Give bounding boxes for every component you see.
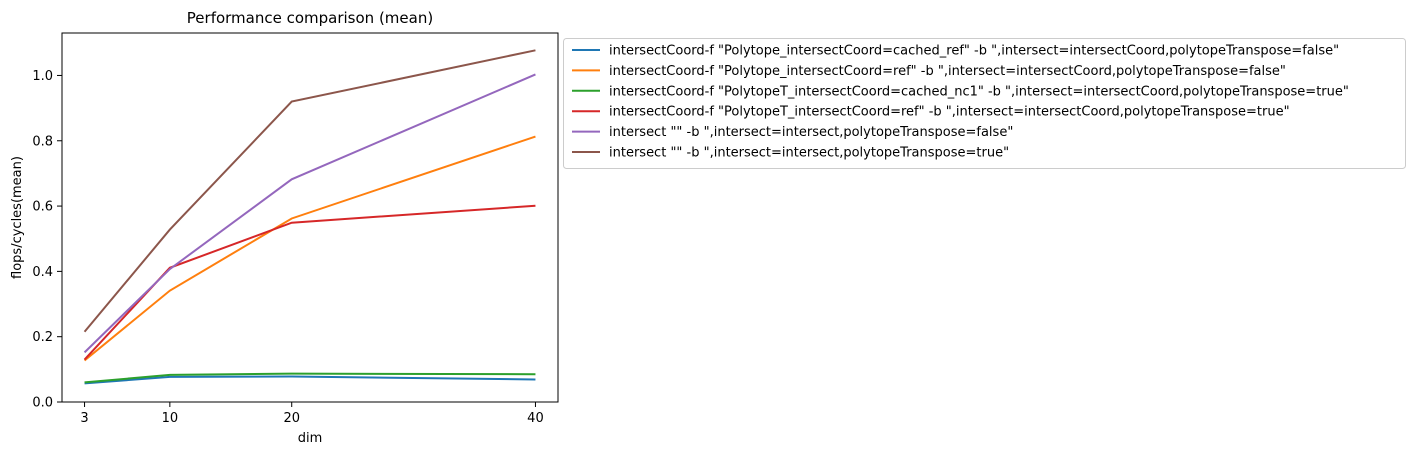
y-tick-label: 0.0 xyxy=(32,396,53,411)
series-line-3 xyxy=(84,372,536,384)
y-tick-label: 0.8 xyxy=(32,134,53,149)
legend-label-6: intersect "" -b ",intersect=intersect,po… xyxy=(609,146,1009,161)
x-tick-label: 20 xyxy=(283,411,300,426)
y-tick-label: 0.4 xyxy=(32,265,53,280)
legend: intersectCoord-f "Polytope_intersectCoor… xyxy=(563,38,1406,169)
series-line-2 xyxy=(83,135,536,362)
y-tick-label: 0.2 xyxy=(32,330,53,345)
legend-label-5: intersect "" -b ",intersect=intersect,po… xyxy=(609,125,1013,140)
y-tick-label: 1.0 xyxy=(32,69,53,84)
legend-items: intersectCoord-f "Polytope_intersectCoor… xyxy=(572,44,1349,161)
chart-title: Performance comparison (mean) xyxy=(187,9,433,27)
legend-label-4: intersectCoord-f "PolytopeT_intersectCoo… xyxy=(609,105,1290,120)
series-line-1 xyxy=(84,375,536,385)
x-axis-ticks: 3 10 20 40 xyxy=(80,402,544,426)
x-tick-label: 10 xyxy=(162,411,179,426)
legend-frame xyxy=(563,38,1406,169)
legend-label-3: intersectCoord-f "PolytopeT_intersectCoo… xyxy=(609,84,1349,99)
y-axis-label: flops/cycles(mean) xyxy=(10,156,25,279)
x-tick-label: 40 xyxy=(527,411,544,426)
y-axis-ticks: 0.0 0.2 0.4 0.6 0.8 1.0 xyxy=(32,69,62,411)
y-tick-label: 0.6 xyxy=(32,200,53,215)
plot-area xyxy=(61,32,559,403)
x-tick-label: 3 xyxy=(80,411,88,426)
series-line-4 xyxy=(83,204,536,361)
series-line-6 xyxy=(83,49,536,333)
legend-label-1: intersectCoord-f "Polytope_intersectCoor… xyxy=(609,44,1339,59)
legend-label-2: intersectCoord-f "Polytope_intersectCoor… xyxy=(609,64,1286,79)
series-group xyxy=(83,49,536,385)
x-axis-label: dim xyxy=(298,431,323,446)
axes-frame xyxy=(61,32,559,403)
series-line-5 xyxy=(83,73,536,354)
